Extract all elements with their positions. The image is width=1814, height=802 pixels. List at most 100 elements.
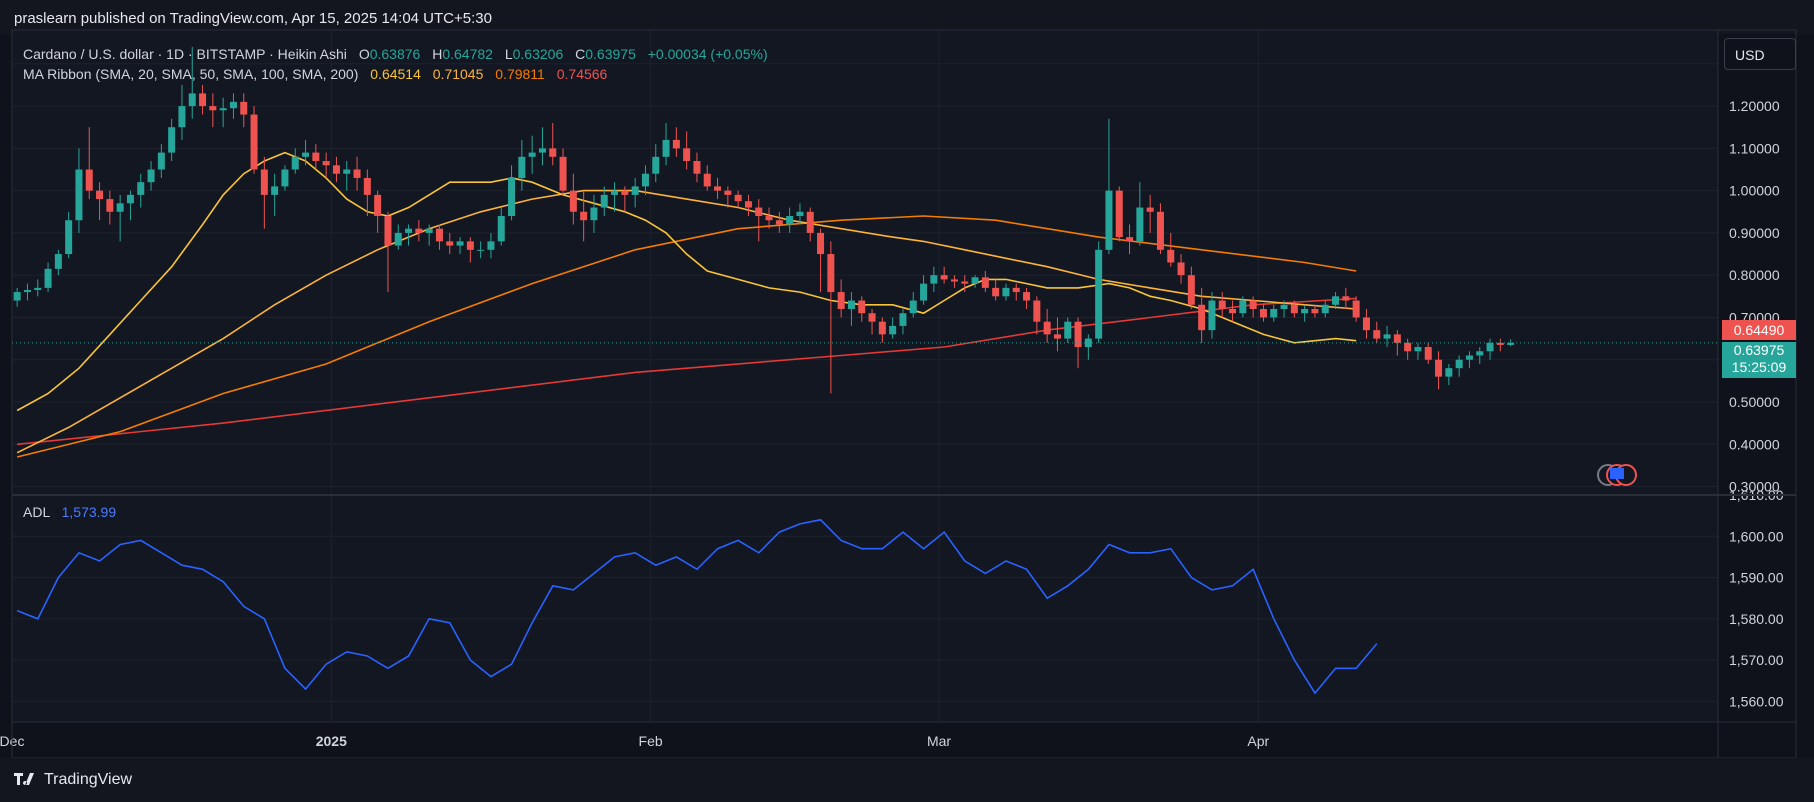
candle-body [1486, 342, 1494, 352]
candle-body [1218, 300, 1226, 309]
candle-body [1301, 309, 1309, 314]
candle [755, 199, 763, 242]
time-tick-label: Mar [927, 733, 951, 749]
price-tick-label: 0.50000 [1729, 394, 1780, 410]
candle-body [961, 281, 969, 284]
candle-body [281, 169, 289, 187]
candle [600, 186, 608, 216]
candle [847, 292, 855, 326]
candle-body [1033, 300, 1041, 322]
candle-body [549, 148, 557, 157]
candle-body [178, 106, 186, 128]
candle-body [652, 156, 660, 174]
candle-body [950, 279, 958, 282]
candle [168, 118, 176, 162]
symbol-legend[interactable]: Cardano / U.S. dollar · 1D · BITSTAMP · … [23, 46, 768, 62]
candle [518, 139, 526, 191]
candle [1424, 342, 1432, 364]
candle-body [683, 148, 691, 162]
candle-body [909, 300, 917, 314]
candle [1043, 309, 1051, 343]
candle [652, 144, 660, 183]
candle [837, 279, 845, 318]
bar-countdown: 15:25:09 [1731, 359, 1787, 375]
candle [693, 152, 701, 183]
candle-body [662, 139, 670, 157]
candle-body [1053, 334, 1061, 339]
price-tick-label: 0.30000 [1729, 479, 1780, 495]
candle [703, 165, 711, 191]
candle-body [96, 190, 104, 200]
candle [775, 211, 783, 233]
candle [199, 84, 207, 115]
adl-tick-label: 1,570.00 [1729, 652, 1784, 668]
candle-body [641, 173, 649, 187]
last-price-value: 0.63975 [1733, 342, 1785, 358]
candle-body [724, 190, 732, 195]
candle-body [796, 211, 804, 216]
candle [1496, 338, 1504, 352]
bottom-bar [0, 758, 1814, 802]
candle-series [13, 46, 1515, 394]
candle-body [322, 161, 330, 166]
candle [1177, 254, 1185, 284]
candle-body [271, 186, 279, 195]
candle [1486, 338, 1494, 360]
candle-body [714, 186, 722, 191]
candle-body [219, 108, 227, 111]
candle-body [199, 93, 207, 107]
candle-body [611, 190, 619, 195]
candle [1290, 300, 1298, 318]
candle [1352, 296, 1360, 322]
candle [1249, 296, 1257, 318]
candle-body [1280, 304, 1288, 309]
candle [1507, 339, 1515, 347]
candle [271, 173, 279, 216]
candle-body [1229, 309, 1237, 314]
grid-lines [11, 30, 1718, 722]
high-label: H [432, 46, 443, 62]
candle-body [157, 152, 165, 170]
candle [1136, 182, 1144, 246]
candle-body [229, 101, 237, 109]
candle-body [13, 292, 21, 301]
candle [559, 148, 567, 195]
candle [1445, 363, 1453, 386]
candle [981, 270, 989, 293]
candle [765, 207, 773, 229]
candle-body [930, 275, 938, 284]
currency-selector[interactable]: USD [1724, 38, 1796, 70]
candle-body [858, 300, 866, 314]
candle-body [487, 241, 495, 250]
candle [415, 220, 423, 242]
low-value: 0.63206 [512, 46, 564, 62]
candle [487, 232, 495, 259]
candle-body [590, 207, 598, 221]
candle-body [775, 220, 783, 225]
candle-body [1342, 296, 1350, 301]
candle-body [1167, 249, 1175, 263]
candle [1321, 300, 1329, 318]
candle-body [435, 228, 443, 242]
candle-body [600, 194, 608, 208]
candle [1393, 330, 1401, 356]
candle [827, 241, 835, 394]
candle-body [1012, 287, 1020, 293]
candle [1301, 304, 1309, 322]
low-label: L [504, 46, 513, 62]
adl-tick-label: 1,580.00 [1729, 611, 1784, 627]
ma100-series [16, 215, 1357, 458]
candle [1033, 296, 1041, 335]
candle [1270, 304, 1278, 322]
candle [75, 148, 83, 233]
adl-legend[interactable]: ADL 1,573.99 [23, 504, 116, 520]
tradingview-logo[interactable]: TradingView [14, 771, 132, 789]
candle-body [302, 152, 310, 157]
ma-ribbon-legend[interactable]: MA Ribbon (SMA, 20, SMA, 50, SMA, 100, S… [23, 66, 607, 82]
candle [1156, 203, 1164, 255]
candle [497, 207, 505, 246]
candle [1414, 342, 1422, 360]
candle-body [415, 228, 423, 233]
candle [878, 317, 886, 343]
